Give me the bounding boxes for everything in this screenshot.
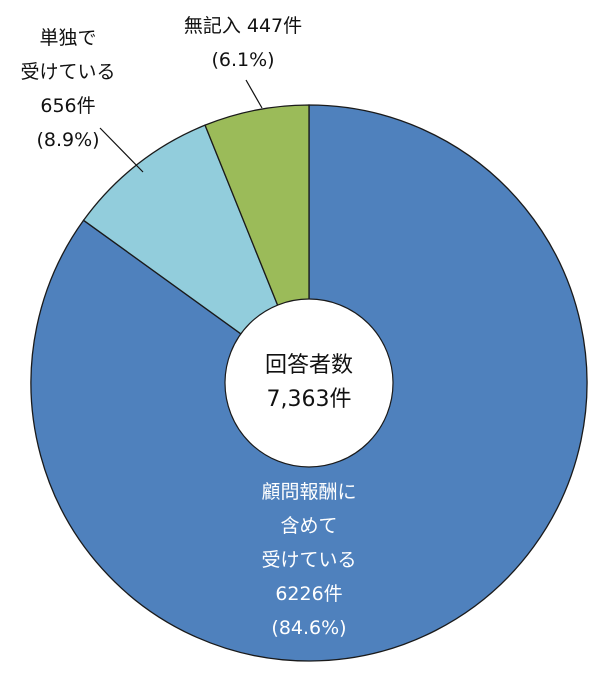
donut-hole: [225, 299, 393, 467]
leader-line-separate: [100, 128, 143, 172]
slice-label-separate: 単独で 受けている 656件 (8.9%): [20, 27, 115, 151]
label-included-line-3: 受けている: [261, 549, 356, 571]
label-separate-line-2: 受けている: [20, 61, 115, 83]
label-blank-line-1: 無記入 447件: [184, 15, 302, 37]
label-included-line-4: 6226件: [275, 583, 342, 605]
center-label-title: 回答者数: [265, 353, 353, 378]
label-included-line-1: 顧問報酬に: [261, 481, 356, 503]
label-blank-line-2: (6.1%): [211, 49, 274, 71]
label-separate-line-1: 単独で: [39, 27, 96, 49]
slice-label-blank: 無記入 447件 (6.1%): [184, 15, 302, 71]
label-included-line-2: 含めて: [280, 515, 337, 537]
label-separate-line-3: 656件: [40, 95, 95, 117]
label-included-line-5: (84.6%): [271, 617, 346, 639]
label-separate-line-4: (8.9%): [36, 129, 99, 151]
center-label-total: 7,363件: [267, 387, 352, 412]
leader-line-blank: [246, 80, 262, 108]
